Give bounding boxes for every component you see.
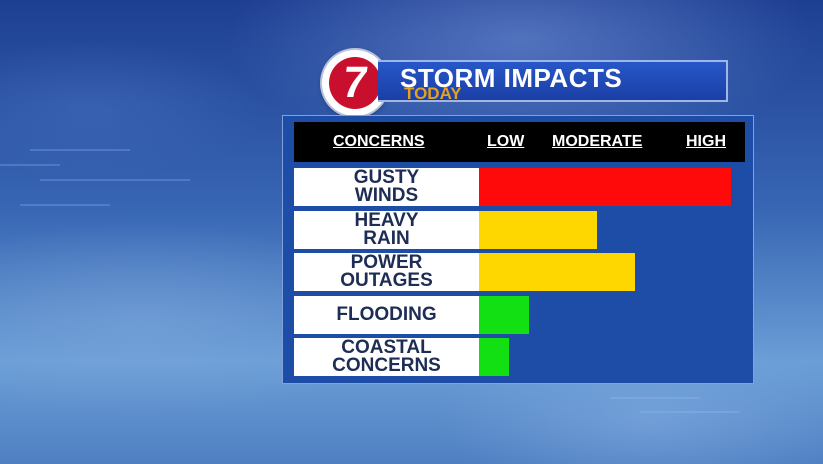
impact-bar	[479, 295, 529, 334]
logo-circle: 7	[329, 57, 381, 109]
header-moderate: MODERATE	[552, 133, 643, 150]
concern-label-line: RAIN	[363, 227, 410, 249]
chart-subtitle: TODAY	[404, 84, 462, 103]
concern-label: POWER OUTAGES	[294, 253, 479, 291]
title-banner: STORM IMPACTS TODAY	[378, 60, 728, 103]
concern-label-line: COASTAL	[341, 337, 432, 358]
impact-bar	[479, 168, 731, 206]
concern-label-line: CONCERNS	[332, 355, 441, 376]
concern-label: HEAVY RAIN	[294, 209, 479, 249]
concern-label: COASTAL CONCERNS	[294, 338, 479, 376]
impact-bar	[479, 210, 597, 249]
impact-bar	[479, 253, 635, 291]
concern-label-line: GUSTY	[353, 167, 420, 188]
concern-label: FLOODING	[294, 295, 479, 334]
concern-label: GUSTY WINDS	[294, 168, 479, 206]
concern-label-line: FLOODING	[336, 303, 437, 325]
impact-bar	[479, 338, 509, 376]
header-concerns: CONCERNS	[333, 133, 425, 150]
concern-label-line: HEAVY	[354, 209, 419, 231]
logo-number: 7	[339, 58, 371, 107]
concern-label-line: POWER	[350, 252, 423, 273]
chart-title: STORM IMPACTS	[400, 63, 623, 93]
header-low: LOW	[487, 133, 525, 150]
header-high: HIGH	[686, 133, 726, 150]
station-logo: 7	[322, 50, 388, 116]
concern-label-line: OUTAGES	[340, 270, 433, 291]
impacts-panel: CONCERNS LOW MODERATE HIGH GUSTY WINDS HEA…	[282, 115, 754, 384]
header-row: CONCERNS LOW MODERATE HIGH	[294, 122, 745, 162]
concern-label-line: WINDS	[354, 185, 419, 206]
